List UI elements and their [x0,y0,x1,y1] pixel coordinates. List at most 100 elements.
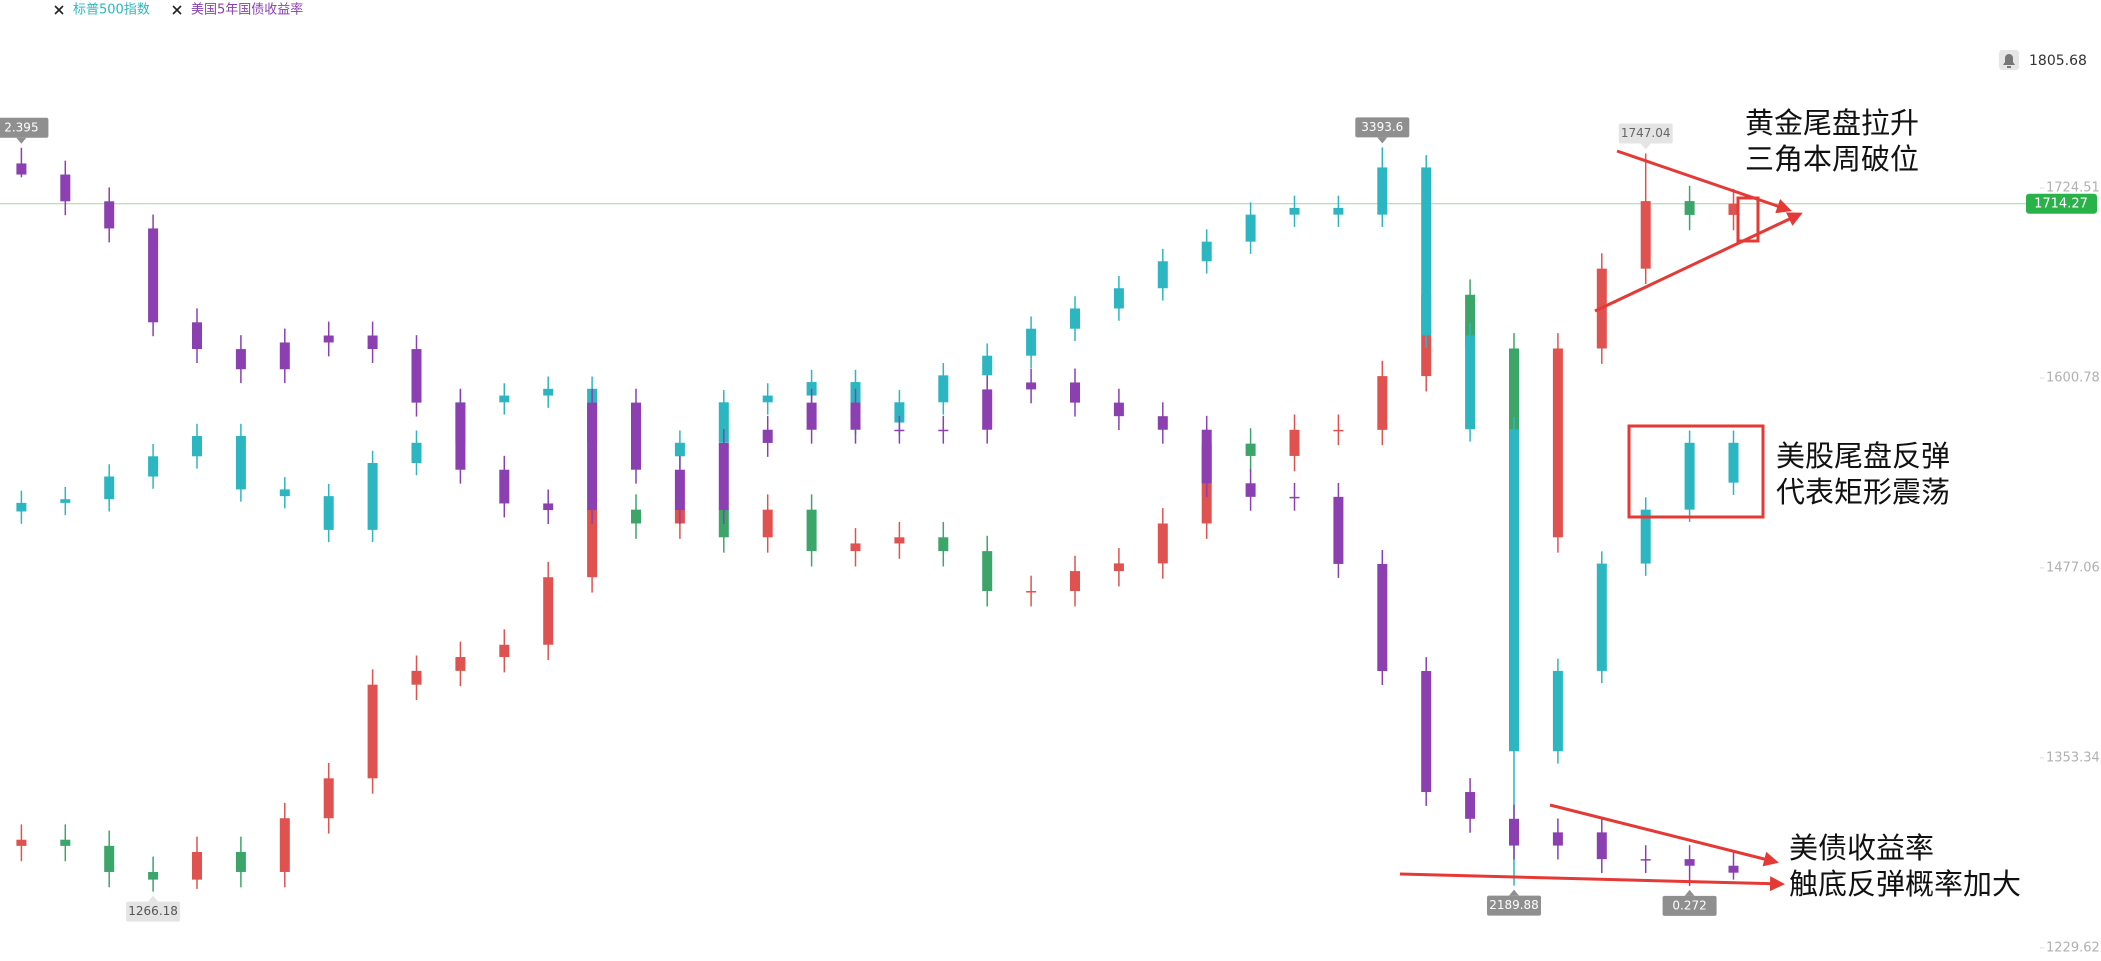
candle-body [16,839,27,846]
candle-body [1070,382,1080,403]
candle-body [631,402,641,470]
candle-body [148,871,159,880]
candle-body [1552,832,1563,846]
candle-body [938,537,949,552]
candle-body [1684,201,1695,215]
annotation: 美债收益率 [1789,831,1934,865]
candle-body [1201,241,1212,262]
candle-body [631,509,641,524]
candle-body [1728,442,1739,483]
candle-body [192,852,202,880]
candle-body [1070,308,1080,329]
candle-body [587,402,598,511]
y-tick-label: 1229.62 [2046,940,2100,955]
legend: 标普500指数 美国5年国债收益率 [54,2,303,18]
candle-body [367,335,378,350]
extreme-label: 2189.88 [1489,898,1539,912]
price-alert[interactable]: 1805.68 [1999,50,2087,70]
candle-body [411,349,422,403]
tag-pointer [1509,889,1519,896]
candle-body [104,476,115,500]
candle-body [323,335,334,343]
candle-body [674,469,685,511]
candle-body [806,402,817,430]
candle-body [1157,416,1168,430]
candle-body [806,509,817,552]
candle-body [1245,214,1256,242]
candle-body [1289,429,1300,456]
breakout-box [1736,196,1760,243]
candle-body [1157,261,1168,289]
drawings [1399,149,1803,892]
candle-body [1113,288,1124,309]
range-box [1627,424,1765,519]
triangle-line [1594,212,1803,313]
extreme-tag [1662,895,1717,916]
candle-body [1640,859,1651,861]
annotation: 代表矩形震荡 [1776,475,1950,509]
candle-body [455,402,466,470]
candle-body [1377,167,1388,215]
tag-pointer [1640,143,1651,150]
candle-body [1421,671,1432,793]
candle-body [60,839,71,846]
candle-body [1640,201,1651,269]
annotation: 三角本周破位 [1745,142,1919,176]
candle-body [982,355,993,376]
extreme-label: 2.395 [4,120,38,134]
legend-entry[interactable]: 美国5年国债收益率 [191,2,303,18]
candle-body [60,499,71,503]
candle-body [1552,348,1563,538]
candle-body [499,644,510,658]
candle-body [1509,429,1519,752]
plot: 1229.62 1353.34 1477.06 1600.78 1724.51 2.395… [0,117,2100,955]
extreme-tag [0,117,49,138]
extreme-label: 1747.04 [1621,126,1671,140]
candle-body [894,402,905,423]
triangle-line [1616,149,1792,214]
y-tick-label: 1724.51 [2046,181,2100,196]
tag-pointer [1377,137,1388,144]
annotation: 美股尾盘反弹 [1776,439,1950,473]
extreme-label: 0.272 [1672,898,1706,912]
y-tick-label: 1600.78 [2046,370,2100,385]
candle-body [850,543,861,552]
candle-body [938,429,949,432]
y-tick-label: 1477.06 [2046,560,2100,575]
extreme-label: 1266.18 [128,904,178,918]
candle-body [1026,328,1037,356]
candle-body [279,489,290,497]
legend-entry[interactable]: 标普500指数 [73,3,150,18]
candle-body [16,502,27,512]
candle-body [16,163,27,175]
candle-body [1684,442,1695,510]
candle-body [1596,832,1607,860]
candle-body [938,375,949,403]
candle-body [762,509,773,538]
candle-body [762,429,773,443]
candle-body [148,456,159,477]
candle-body [894,429,905,432]
candle-body [455,657,466,671]
candle-body [543,388,554,396]
candle-body [1684,859,1695,866]
candle-body [148,228,159,323]
current-price-box [2026,193,2097,214]
candle-body [411,442,422,464]
candle-body [367,684,378,779]
candle-body [1465,335,1476,430]
candle-body [367,463,378,530]
candle-body [1157,523,1168,564]
legend-close-icon[interactable] [172,5,182,15]
extreme-tag [126,901,181,922]
candle-body [1728,203,1739,215]
candle-body [1377,563,1388,672]
candle-body [1289,207,1300,215]
extreme-tag [1355,117,1410,138]
legend-close-icon[interactable] [54,5,64,15]
candle-body [1640,509,1651,564]
candle-body [1245,483,1256,497]
annotation: 黄金尾盘拉升 [1745,106,1919,140]
candle-body [60,174,71,202]
candle-body [104,201,115,229]
